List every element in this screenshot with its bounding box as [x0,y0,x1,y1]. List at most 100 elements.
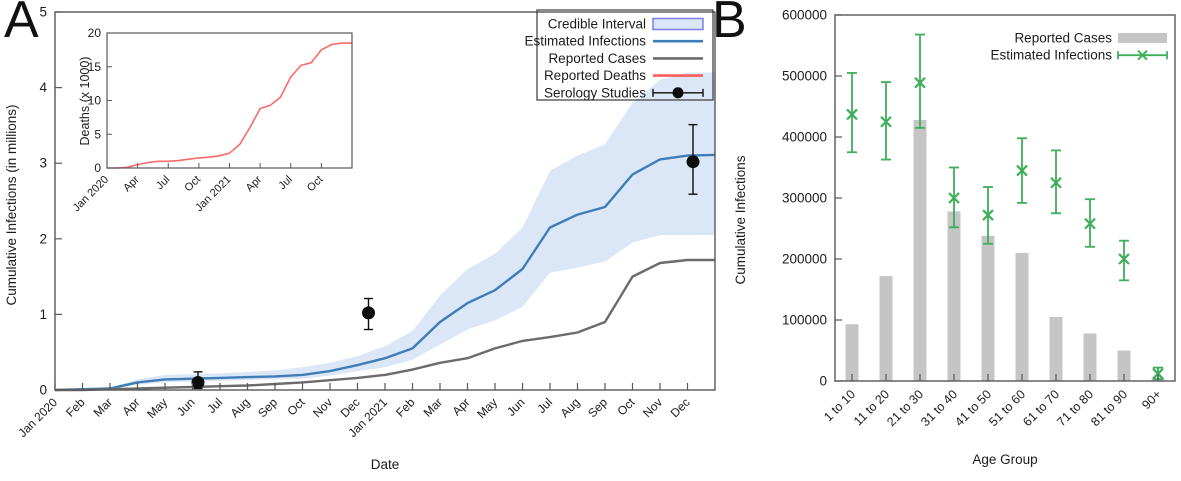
panel-b-age-group-chart: Cumulative Infections Age Group 0 100000 2… [733,8,1176,467]
panel-b-x-axis-label: Age Group [972,452,1037,467]
panel-a-cumulative-infections-chart: Cumulative Infections (in millions) Date… [4,5,716,472]
inset-plot-frame [106,32,353,169]
panel-a-x-tick-label: Oct [285,395,309,419]
inset-x-tick-label: Oct [182,174,203,195]
legend-label: Reported Deaths [544,68,646,83]
inset-x-tick-label: Jan 2020 [71,174,111,214]
panel-b-plot-area [845,33,1165,382]
panel-b-plot-frame [834,14,1176,382]
panel-b-y-tick-label: 400000 [782,130,827,145]
estimated-infections-errorbar [1016,137,1028,204]
panel-a-x-tick-label: May [144,395,170,421]
panel-b-x-tick-label: 81 to 90 [1088,387,1130,429]
legend-item-estimated-infections: Estimated Infections [524,34,703,49]
inset-y-tick-label: 0 [94,161,101,175]
panel-a-x-tick-label: Jul [534,395,555,416]
panel-a-x-tick-label: Mar [421,395,446,420]
serology-study-point [686,123,700,195]
panel-a-x-tick-label: Aug [558,395,583,420]
legend-item-reported-cases: Reported Cases [548,51,703,66]
reported-cases-bar [879,276,893,381]
inset-x-tick-label: Jul [276,174,294,192]
serology-study-point [362,297,375,331]
panel-a-x-tick-label: Jun [504,395,528,419]
panel-b-x-tick-label: 31 to 40 [918,387,960,429]
panel-a-y-tick-label: 0 [39,383,47,398]
inset-x-tick-label: Apr [244,173,265,194]
inset-y-tick-label: 15 [88,60,102,74]
panel-a-label: A [4,0,39,49]
estimated-infections-errorbar [1084,198,1096,248]
inset-background [107,33,352,168]
panel-b-y-tick-label: 500000 [782,69,827,84]
panel-a-legend-frame [536,9,714,101]
panel-a-x-tick-label: Feb [393,395,418,420]
inset-x-tick-label: Jul [154,174,172,192]
panel-a-plot-area [54,72,716,392]
panel-b-y-tick-label: 600000 [782,8,827,23]
reported-cases-bar [947,211,961,381]
legend-label: Estimated Infections [524,34,646,49]
panel-b-x-tick-label: 61 to 70 [1020,387,1062,429]
panel-a-y-tick-label: 4 [39,80,47,95]
panel-a-x-tick-label: Sep [585,395,610,420]
panel-b-x-tick-label: 71 to 80 [1054,387,1096,429]
estimated-infections-errorbar [914,33,926,129]
inset-y-tick-label: 10 [88,94,102,108]
legend-item-serology-studies: Serology Studies [544,85,704,100]
panel-b-x-tick-label: 51 to 60 [986,387,1028,429]
estimated-infections-errorbar [846,72,858,154]
legend-item-reported-cases: Reported Cases [1014,31,1167,46]
estimated-infections-errorbar [1050,149,1062,215]
estimated-infections-line [54,153,716,392]
panel-b-label: B [712,0,747,49]
inset-x-tick-label: Apr [121,173,142,194]
panel-a-x-tick-label: Feb [63,395,88,420]
panel-b-legend: Reported Cases Estimated Infections [990,31,1168,63]
estimated-infections-errorbar [948,166,960,229]
panel-a-x-tick-label: Apr [450,395,473,418]
credible-interval-band [55,72,715,390]
panel-b-x-tick-label: 21 to 30 [884,387,926,429]
panel-a-x-tick-label: Jun [174,395,198,419]
panel-b-x-tick-label: 90+ [1139,387,1164,412]
reported-cases-bar [1117,350,1131,381]
panel-b-y-tick-label: 100000 [782,313,827,328]
panel-a-plot-frame [54,11,716,391]
panel-a-y-axis-label: Cumulative Infections (in millions) [4,104,19,305]
reported-cases-bar [913,119,927,382]
panel-b-x-tick-label: 41 to 50 [952,387,994,429]
panel-a-x-tick-label: Sep [255,395,280,420]
panel-a-x-axis-label: Date [371,457,400,472]
panel-a-x-tick-label: Aug [228,395,253,420]
legend-item-estimated-infections: Estimated Infections [990,48,1168,63]
panel-a-y-tick-label: 3 [39,156,47,171]
panel-a-x-tick-label: Apr [120,395,143,418]
legend-label: Reported Cases [1014,31,1112,46]
serology-swatch-dot [672,87,684,99]
panel-b-y-tick-label: 200000 [782,252,827,267]
reported-deaths-line [107,42,352,169]
panel-a-x-tick-label: Nov [310,395,335,420]
panel-b-y-tick-label: 300000 [782,191,827,206]
panel-a-x-tick-label: Mar [91,395,116,420]
panel-a-y-tick-label: 2 [39,231,47,246]
reported-cases-bar [1049,316,1063,381]
legend-label: Serology Studies [544,85,646,100]
reported-cases-bar [845,324,859,381]
estimated-infections-errorbar [982,186,994,245]
credible-interval-swatch [652,17,704,31]
panel-b-y-axis-label: Cumulative Infections [733,155,748,284]
reported-cases-bar [1083,333,1097,381]
panel-a-y-tick-label: 5 [39,5,47,20]
inset-y-tick-label: 20 [88,26,102,40]
panel-a-legend: Credible Interval Estimated Infections Rep… [524,9,714,101]
panel-a-x-tick-label: Jul [204,395,225,416]
reported-cases-swatch [1118,33,1167,43]
panel-a-x-tick-label: May [474,395,500,421]
legend-label: Credible Interval [548,17,646,32]
estimated-infections-errorbar [1118,239,1130,282]
legend-item-credible-interval: Credible Interval [548,17,704,32]
legend-label: Estimated Infections [990,48,1112,63]
